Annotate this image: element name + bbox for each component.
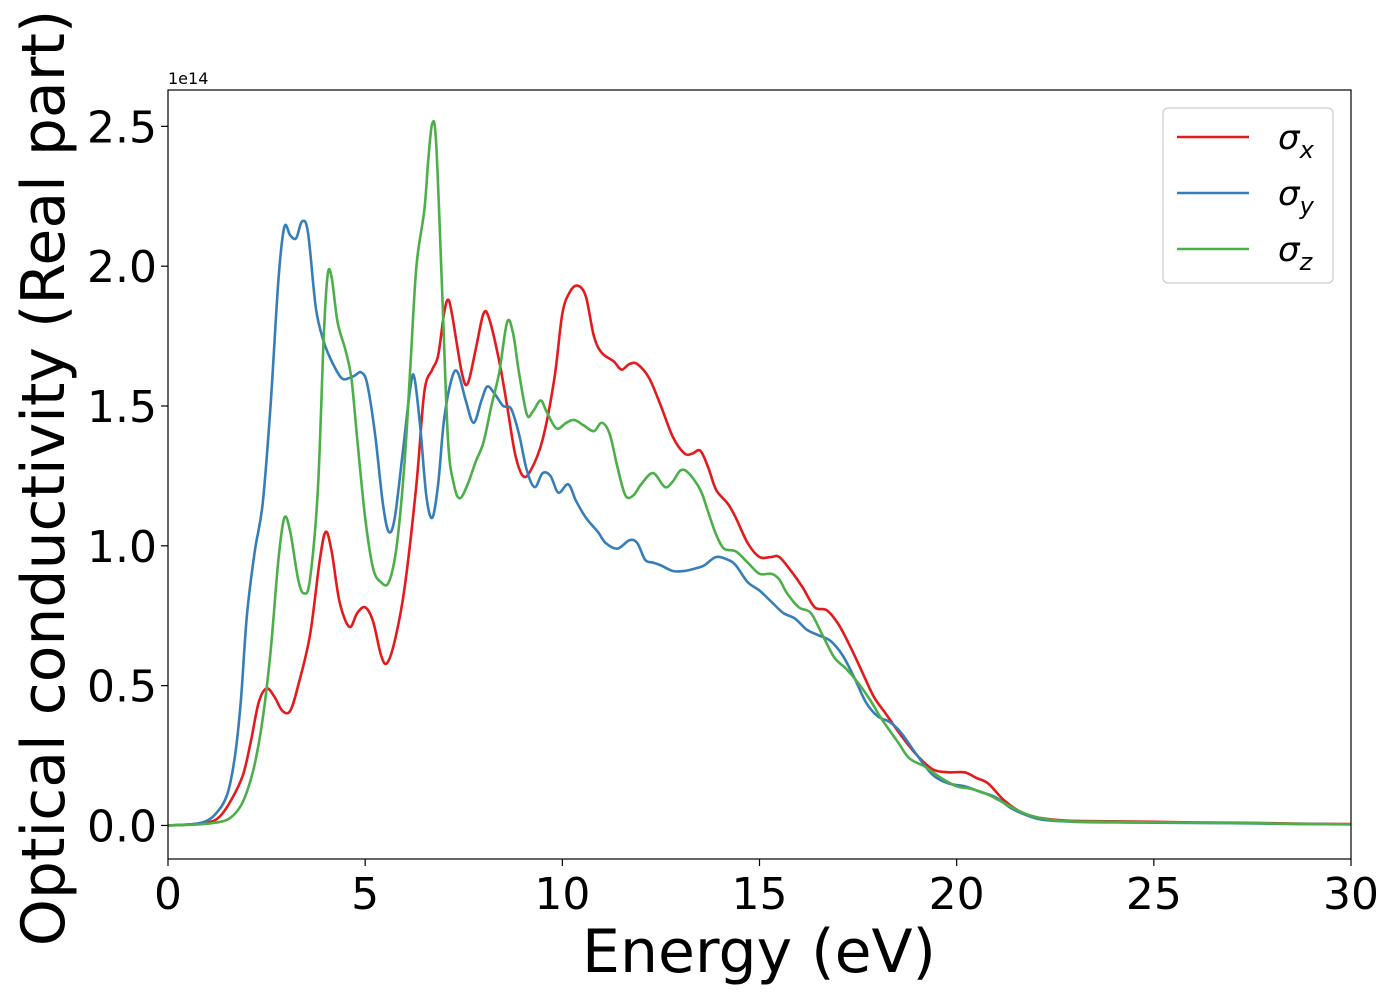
x-tick-label: 5	[351, 869, 379, 920]
y-axis-title: Optical conductivity (Real part)	[9, 10, 79, 947]
x-tick-label: 25	[1126, 869, 1182, 920]
legend: σx σy σz	[1162, 107, 1334, 284]
x-axis-title: Energy (eV)	[582, 917, 936, 987]
series-line-sigma-z	[168, 119, 1351, 827]
legend-label-sigma-z: σz	[1278, 230, 1314, 276]
series-line-sigma-x	[168, 284, 1351, 827]
x-axis: 0 5 10 15 20 25 30	[154, 859, 1379, 920]
y-tick-label: 2.0	[87, 242, 157, 293]
y-tick-label: 0.0	[87, 801, 157, 852]
legend-label-sigma-y: σy	[1278, 174, 1315, 220]
y-offset-label: 1e14	[168, 69, 208, 88]
x-tick-label: 30	[1323, 869, 1379, 920]
x-tick-label: 20	[929, 869, 985, 920]
x-tick-label: 15	[732, 869, 788, 920]
legend-label-sigma-x: σx	[1278, 118, 1315, 164]
y-tick-label: 1.0	[87, 522, 157, 573]
y-tick-label: 0.5	[87, 662, 157, 713]
x-tick-label: 10	[534, 869, 590, 920]
x-tick-label: 0	[154, 869, 182, 920]
series-line-sigma-y	[168, 219, 1351, 827]
y-tick-label: 1.5	[87, 382, 157, 433]
y-axis: 0.0 0.5 1.0 1.5 2.0 2.5	[87, 102, 168, 852]
series-layer	[168, 119, 1351, 827]
y-tick-label: 2.5	[87, 102, 157, 153]
legend-frame	[1162, 107, 1334, 284]
